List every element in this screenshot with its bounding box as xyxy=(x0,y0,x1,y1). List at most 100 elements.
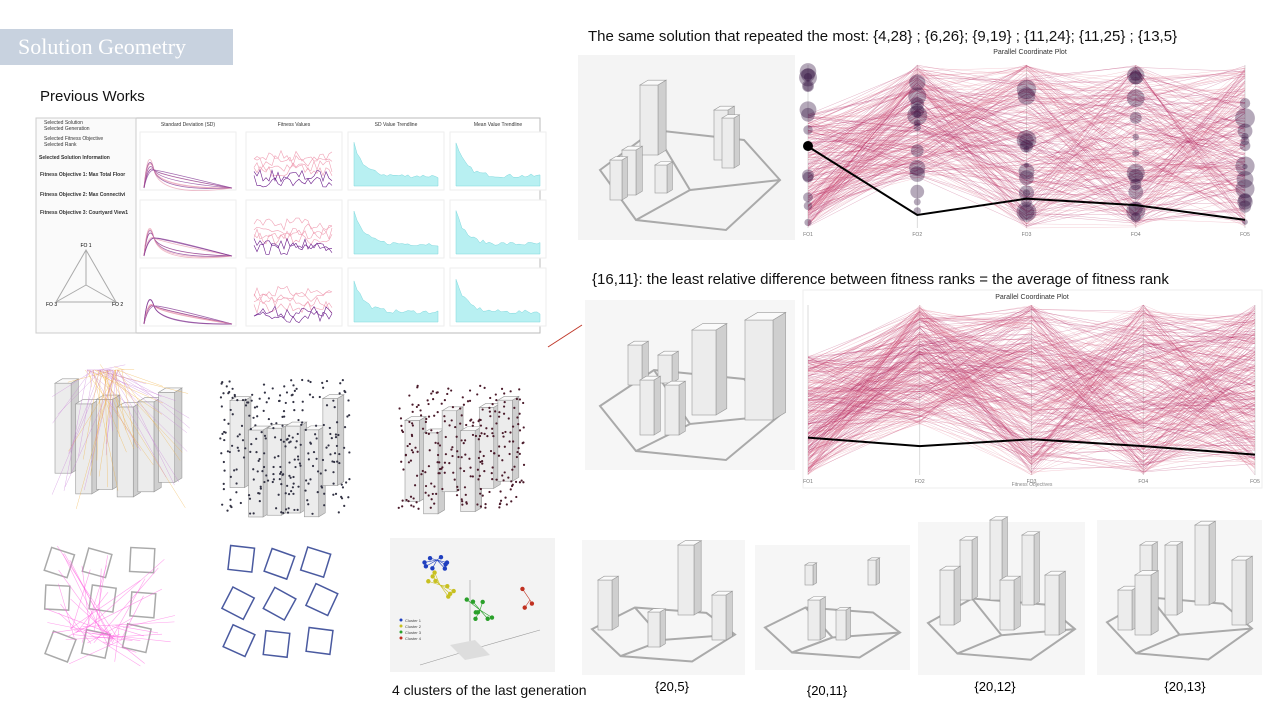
pcp-line xyxy=(807,348,1256,448)
pcp-line xyxy=(807,366,1256,446)
pcp-line xyxy=(807,108,1246,225)
point-cloud xyxy=(267,397,270,400)
tower-top xyxy=(53,378,80,384)
pcp-line xyxy=(807,65,1246,222)
pcp-line xyxy=(807,107,1246,183)
pcp-line xyxy=(807,69,1246,223)
point-cloud xyxy=(513,465,516,468)
pcp-line xyxy=(807,310,1256,464)
cluster-point xyxy=(480,599,485,605)
pcp-line xyxy=(807,380,1256,436)
ui-sidebar xyxy=(35,117,137,334)
point-cloud xyxy=(346,415,349,418)
point-cloud xyxy=(292,475,295,479)
pcp-dot xyxy=(1126,163,1145,183)
point-cloud xyxy=(488,490,491,494)
pcp-line xyxy=(807,322,1256,434)
pcp-line xyxy=(807,81,1246,225)
pcp-line xyxy=(807,356,1256,417)
pcp-line xyxy=(807,82,1246,212)
fitness-line xyxy=(253,149,333,162)
pcp-dot xyxy=(1240,136,1250,146)
point-cloud xyxy=(293,408,296,412)
point-cloud xyxy=(491,427,494,430)
view-ray xyxy=(68,639,123,665)
sd-curve xyxy=(143,168,233,189)
point-cloud xyxy=(405,498,408,502)
point-cloud xyxy=(477,478,480,481)
pcp-line xyxy=(807,323,1256,442)
pcp-line xyxy=(807,334,1256,440)
view-ray xyxy=(57,545,116,636)
pcp-line xyxy=(807,86,1246,227)
cluster-point xyxy=(473,616,478,621)
fitness-line xyxy=(253,227,333,240)
pcp-line xyxy=(807,73,1246,211)
pcp-line xyxy=(807,311,1256,457)
slide-title: Solution Geometry xyxy=(18,34,186,59)
pcp-line xyxy=(807,307,1256,457)
pcp-line xyxy=(807,95,1246,216)
view-ray xyxy=(71,569,91,629)
point-cloud xyxy=(275,507,278,510)
tower-front xyxy=(597,579,613,631)
pcp-line xyxy=(807,77,1246,217)
point-cloud xyxy=(337,433,340,437)
point-cloud xyxy=(304,479,308,482)
point-cloud xyxy=(471,424,474,427)
view-ray xyxy=(90,369,108,476)
point-cloud xyxy=(469,419,472,422)
point-cloud xyxy=(279,438,283,441)
tower-front xyxy=(835,609,847,641)
tower-side xyxy=(953,565,961,626)
legend-dot xyxy=(399,618,403,622)
cluster-point xyxy=(451,588,456,594)
pcp-line xyxy=(807,121,1246,187)
pcp-line xyxy=(807,371,1256,424)
point-cloud xyxy=(494,393,497,396)
point-cloud xyxy=(424,420,428,424)
point-cloud xyxy=(430,392,433,395)
tower-top xyxy=(441,406,465,412)
pcp-dot xyxy=(799,68,817,87)
pcp-line xyxy=(807,90,1246,220)
point-cloud xyxy=(433,502,436,505)
plan-square xyxy=(129,591,157,619)
point-cloud xyxy=(312,450,316,454)
plan-square xyxy=(262,629,291,659)
point-cloud xyxy=(452,471,455,474)
pcp-line xyxy=(807,308,1256,448)
view-ray xyxy=(78,369,94,457)
point-cloud xyxy=(297,418,300,422)
sidebar-text: Selected Solution xyxy=(44,120,83,126)
pcp-line xyxy=(807,314,1256,447)
pcp-line xyxy=(807,76,1246,219)
tower-top xyxy=(321,394,345,399)
pcp-line xyxy=(807,307,1256,471)
pcp-line xyxy=(807,78,1246,191)
pcp-line xyxy=(807,111,1246,226)
point-cloud xyxy=(485,427,488,430)
point-cloud xyxy=(236,446,239,449)
trend-area xyxy=(353,211,439,255)
point-cloud xyxy=(420,473,423,476)
point-cloud xyxy=(437,442,440,445)
point-cloud xyxy=(324,469,327,472)
pcp-line xyxy=(807,335,1256,425)
point-cloud xyxy=(481,494,484,497)
point-cloud xyxy=(272,478,275,481)
point-cloud xyxy=(479,450,482,453)
pcp-line xyxy=(807,306,1256,432)
pcp-line xyxy=(807,320,1256,416)
pcp-line xyxy=(807,382,1256,446)
pcp-line xyxy=(807,314,1256,414)
pcp-line xyxy=(807,68,1246,206)
pcp-line xyxy=(807,370,1256,470)
point-cloud xyxy=(479,487,482,491)
point-cloud xyxy=(263,434,267,437)
pcp-line xyxy=(807,307,1256,441)
pcp-line xyxy=(807,314,1256,433)
point-cloud xyxy=(498,506,501,509)
pcp-line xyxy=(807,344,1256,422)
point-cloud xyxy=(481,408,484,411)
